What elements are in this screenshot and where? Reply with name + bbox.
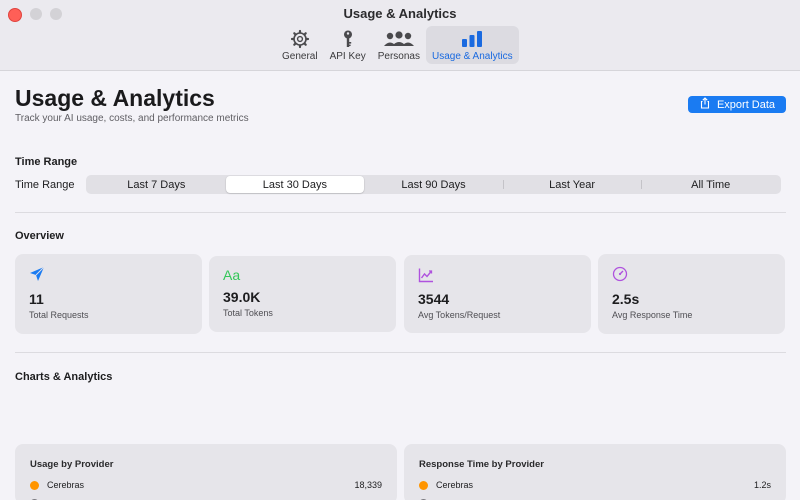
tab-personas-label: Personas [377, 51, 420, 62]
stat-value: 3544 [418, 291, 450, 307]
charts-heading: Charts & Analytics [15, 371, 113, 383]
charts-panels: Usage by Provider Cerebras 18,339 Respon… [15, 444, 786, 500]
window-title: Usage & Analytics [343, 6, 457, 21]
stat-label: Avg Tokens/Request [418, 310, 501, 320]
provider-value: 18,339 [354, 480, 382, 490]
preferences-toolbar: General API Key Personas Usage & Analyti… [276, 26, 519, 64]
export-data-button[interactable]: Export Data [688, 96, 786, 113]
section-divider [15, 212, 786, 213]
segment-last-7-days[interactable]: Last 7 Days [127, 178, 186, 191]
gauge-icon [612, 266, 628, 282]
section-divider [15, 352, 786, 353]
text-aa-icon: Aa [223, 267, 240, 283]
tab-api-key-label: API Key [329, 51, 366, 62]
stat-card-avg-response-time: 2.5s Avg Response Time [598, 254, 785, 334]
segment-last-year[interactable]: Last Year [502, 176, 642, 193]
stat-label: Total Requests [29, 310, 89, 320]
stat-label: Total Tokens [223, 308, 273, 318]
tab-general-label: General [282, 51, 318, 62]
tab-api-key[interactable]: API Key [324, 26, 372, 64]
export-data-label: Export Data [716, 98, 776, 111]
tab-usage-analytics-label: Usage & Analytics [431, 51, 513, 62]
segment-all-time[interactable]: All Time [641, 176, 780, 193]
share-icon [699, 97, 711, 112]
key-icon [338, 29, 358, 49]
overview-cards: 11 Total Requests Aa 39.0K Total Tokens … [15, 254, 786, 334]
title-bar: Usage & Analytics General API Key Person… [0, 0, 800, 71]
stat-card-avg-tokens: 3544 Avg Tokens/Request [404, 255, 591, 333]
stat-card-total-tokens: Aa 39.0K Total Tokens [209, 256, 396, 332]
close-window-button[interactable] [8, 8, 22, 22]
panel-title: Response Time by Provider [419, 459, 544, 470]
stat-value: 39.0K [223, 289, 261, 305]
panel-title: Usage by Provider [30, 459, 114, 470]
response-time-by-provider-panel: Response Time by Provider Cerebras 1.2s [404, 444, 786, 500]
trend-chart-icon [418, 267, 434, 283]
provider-name: Cerebras [436, 480, 474, 490]
tab-general[interactable]: General [276, 26, 324, 64]
overview-heading: Overview [15, 230, 64, 242]
window-controls [8, 8, 62, 22]
segment-last-30-days[interactable]: Last 30 Days [225, 176, 365, 193]
provider-value: 1.2s [753, 480, 771, 490]
stat-label: Avg Response Time [612, 310, 693, 320]
zoom-window-button[interactable] [50, 8, 62, 20]
stat-card-total-requests: 11 Total Requests [15, 254, 202, 334]
gear-icon [290, 29, 310, 49]
page-subtitle: Track your AI usage, costs, and performa… [15, 113, 249, 124]
stat-value: 11 [29, 291, 44, 307]
legend-dot [419, 481, 428, 490]
time-range-heading: Time Range [15, 156, 78, 168]
paper-plane-icon [29, 266, 45, 282]
time-range-segmented-control: Last 7 Days Last 30 Days Last 90 Days La… [86, 175, 781, 194]
segment-last-90-days[interactable]: Last 90 Days [401, 178, 466, 191]
legend-dot [30, 481, 39, 490]
tab-personas[interactable]: Personas [372, 26, 426, 64]
usage-by-provider-panel: Usage by Provider Cerebras 18,339 [15, 444, 397, 500]
tab-usage-analytics[interactable]: Usage & Analytics [425, 26, 519, 64]
provider-row: Cerebras 18,339 [30, 480, 382, 492]
provider-row: Cerebras 1.2s [419, 480, 771, 492]
page-title: Usage & Analytics [15, 85, 215, 111]
provider-name: Cerebras [47, 480, 85, 490]
svg-text:Aa: Aa [223, 267, 240, 283]
stat-value: 2.5s [612, 291, 640, 307]
bar-chart-icon [460, 29, 484, 49]
time-range-label: Time Range [15, 179, 75, 191]
people-icon [382, 29, 416, 49]
minimize-window-button[interactable] [30, 8, 42, 20]
